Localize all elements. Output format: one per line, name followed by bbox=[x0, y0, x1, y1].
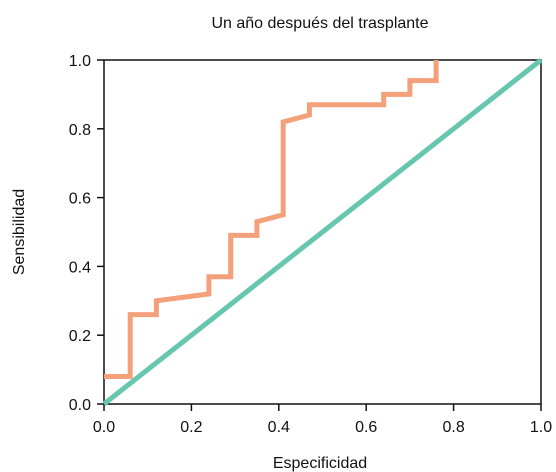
x-tick-label: 0.0 bbox=[93, 419, 115, 436]
x-tick-label: 0.6 bbox=[355, 419, 377, 436]
y-tick-label: 1.0 bbox=[69, 53, 91, 70]
chart-title: Un año después del trasplante bbox=[211, 15, 428, 32]
x-tick-label: 1.0 bbox=[530, 419, 552, 436]
y-tick-label: 0.8 bbox=[69, 122, 91, 139]
series-layer bbox=[102, 58, 543, 406]
plot-frame bbox=[103, 59, 542, 405]
y-tick-label: 0.4 bbox=[69, 259, 91, 276]
x-tick-label: 0.2 bbox=[180, 419, 202, 436]
roc-curve-line bbox=[104, 60, 439, 379]
y-axis-ticks: 0.0 0.2 0.4 0.6 0.8 1.0 bbox=[69, 53, 104, 414]
x-axis-label: Especificidad bbox=[273, 455, 367, 472]
reference-diagonal-line bbox=[102, 58, 543, 406]
y-tick-label: 0.2 bbox=[69, 328, 91, 345]
y-tick-label: 0.6 bbox=[69, 191, 91, 208]
y-tick-label: 0.0 bbox=[69, 397, 91, 414]
x-tick-label: 0.8 bbox=[442, 419, 464, 436]
y-axis-label: Sensibilidad bbox=[11, 189, 28, 275]
x-tick-label: 0.4 bbox=[268, 419, 290, 436]
x-axis-ticks: 0.0 0.2 0.4 0.6 0.8 1.0 bbox=[93, 404, 552, 436]
